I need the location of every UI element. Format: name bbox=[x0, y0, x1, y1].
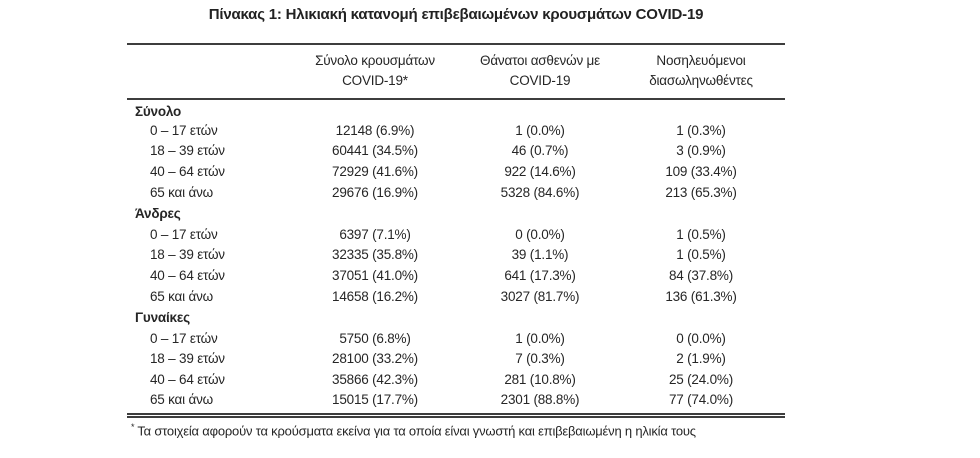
row-label: 65 και άνω bbox=[150, 185, 214, 201]
group-label: Γυναίκες bbox=[135, 309, 190, 325]
row-label: 0 – 17 ετών bbox=[150, 226, 218, 242]
row-label: 40 – 64 ετών bbox=[150, 164, 225, 180]
intubated-cell: 2 (1.9%) bbox=[676, 351, 726, 367]
header-deaths-line1: Θάνατοι ασθενών με bbox=[480, 53, 600, 68]
header-total-cases-line2: COVID-19* bbox=[342, 73, 408, 88]
table-row: 40 – 64 ετών 35866 (42.3%) 281 (10.8%) 2… bbox=[127, 369, 785, 390]
row-label: 40 – 64 ετών bbox=[150, 372, 225, 388]
header-intubated-line2: διασωληνωθέντες bbox=[649, 73, 753, 88]
deaths-cell: 2301 (88.8%) bbox=[500, 392, 580, 408]
intubated-cell: 1 (0.5%) bbox=[676, 226, 726, 242]
header-total-cases: Σύνολο κρουσμάτων COVID-19* bbox=[287, 44, 463, 100]
table-row: 40 – 64 ετών 72929 (41.6%) 922 (14.6%) 1… bbox=[127, 161, 785, 182]
intubated-cell: 25 (24.0%) bbox=[668, 372, 734, 388]
intubated-cell: 77 (74.0%) bbox=[668, 392, 734, 408]
cases-cell: 32335 (35.8%) bbox=[332, 247, 418, 263]
intubated-cell: 84 (37.8%) bbox=[668, 268, 734, 284]
intubated-cell: 136 (61.3%) bbox=[665, 289, 737, 305]
table-bottom-rule bbox=[127, 412, 785, 418]
table-row: 0 – 17 ετών 5750 (6.8%) 1 (0.0%) 0 (0.0%… bbox=[127, 328, 785, 349]
header-row: Σύνολο κρουσμάτων COVID-19* Θάνατοι ασθε… bbox=[127, 44, 785, 100]
header-deaths-line2: COVID-19 bbox=[509, 73, 571, 88]
group-label: Σύνολο bbox=[135, 104, 182, 120]
intubated-cell: 1 (0.5%) bbox=[676, 247, 726, 263]
covid-age-distribution-table: Σύνολο κρουσμάτων COVID-19* Θάνατοι ασθε… bbox=[127, 43, 785, 411]
intubated-cell: 213 (65.3%) bbox=[665, 185, 737, 201]
table-row: 65 και άνω 29676 (16.9%) 5328 (84.6%) 21… bbox=[127, 182, 785, 203]
table-title: Πίνακας 1: Ηλικιακή κατανομή επιβεβαιωμέ… bbox=[208, 6, 704, 23]
cases-cell: 60441 (34.5%) bbox=[332, 143, 418, 159]
deaths-cell: 1 (0.0%) bbox=[515, 122, 565, 138]
cases-cell: 12148 (6.9%) bbox=[335, 122, 415, 138]
table-row: 18 – 39 ετών 60441 (34.5%) 46 (0.7%) 3 (… bbox=[127, 141, 785, 162]
deaths-cell: 0 (0.0%) bbox=[515, 226, 565, 242]
cases-cell: 72929 (41.6%) bbox=[332, 164, 418, 180]
cases-cell: 35866 (42.3%) bbox=[332, 372, 418, 388]
group-header-men: Άνδρες bbox=[127, 203, 785, 224]
group-label: Άνδρες bbox=[135, 205, 181, 221]
footnote: * Τα στοιχεία αφορούν τα κρούσματα εκείνα… bbox=[127, 422, 785, 438]
group-header-total: Σύνολο bbox=[127, 99, 785, 120]
deaths-cell: 281 (10.8%) bbox=[504, 372, 576, 388]
row-label: 0 – 17 ετών bbox=[150, 330, 218, 346]
cases-cell: 37051 (41.0%) bbox=[332, 268, 418, 284]
deaths-cell: 46 (0.7%) bbox=[511, 143, 569, 159]
row-label: 18 – 39 ετών bbox=[150, 351, 225, 367]
row-label: 18 – 39 ετών bbox=[150, 247, 225, 263]
table-row: 65 και άνω 15015 (17.7%) 2301 (88.8%) 77… bbox=[127, 390, 785, 411]
table-row: 40 – 64 ετών 37051 (41.0%) 641 (17.3%) 8… bbox=[127, 265, 785, 286]
table-header: Σύνολο κρουσμάτων COVID-19* Θάνατοι ασθε… bbox=[127, 44, 785, 100]
group-header-women: Γυναίκες bbox=[127, 307, 785, 328]
header-intubated-line1: Νοσηλευόμενοι bbox=[656, 53, 746, 68]
footnote-asterisk: * bbox=[131, 421, 135, 432]
table-body: Σύνολο 0 – 17 ετών 12148 (6.9%) 1 (0.0%)… bbox=[127, 99, 785, 411]
deaths-cell: 5328 (84.6%) bbox=[500, 185, 580, 201]
cases-cell: 6397 (7.1%) bbox=[339, 226, 411, 242]
deaths-cell: 922 (14.6%) bbox=[504, 164, 576, 180]
deaths-cell: 39 (1.1%) bbox=[511, 247, 569, 263]
row-label: 65 και άνω bbox=[150, 392, 214, 408]
intubated-cell: 109 (33.4%) bbox=[665, 164, 737, 180]
intubated-cell: 1 (0.3%) bbox=[676, 122, 726, 138]
deaths-cell: 641 (17.3%) bbox=[504, 268, 576, 284]
header-empty-cell bbox=[127, 44, 287, 100]
deaths-cell: 1 (0.0%) bbox=[515, 330, 565, 346]
cases-cell: 15015 (17.7%) bbox=[332, 392, 418, 408]
row-label: 40 – 64 ετών bbox=[150, 268, 225, 284]
cases-cell: 28100 (33.2%) bbox=[332, 351, 418, 367]
table-row: 65 και άνω 14658 (16.2%) 3027 (81.7%) 13… bbox=[127, 286, 785, 307]
cases-cell: 29676 (16.9%) bbox=[332, 185, 418, 201]
table-row: 18 – 39 ετών 28100 (33.2%) 7 (0.3%) 2 (1… bbox=[127, 349, 785, 370]
deaths-cell: 3027 (81.7%) bbox=[500, 289, 580, 305]
cases-cell: 14658 (16.2%) bbox=[332, 289, 418, 305]
header-total-cases-line1: Σύνολο κρουσμάτων bbox=[315, 53, 435, 68]
intubated-cell: 3 (0.9%) bbox=[676, 143, 726, 159]
row-label: 0 – 17 ετών bbox=[150, 122, 218, 138]
table-row: 0 – 17 ετών 12148 (6.9%) 1 (0.0%) 1 (0.3… bbox=[127, 120, 785, 141]
row-label: 65 και άνω bbox=[150, 289, 214, 305]
row-label: 18 – 39 ετών bbox=[150, 143, 225, 159]
table-row: 18 – 39 ετών 32335 (35.8%) 39 (1.1%) 1 (… bbox=[127, 245, 785, 266]
table-row: 0 – 17 ετών 6397 (7.1%) 0 (0.0%) 1 (0.5%… bbox=[127, 224, 785, 245]
intubated-cell: 0 (0.0%) bbox=[676, 330, 726, 346]
header-intubated: Νοσηλευόμενοι διασωληνωθέντες bbox=[617, 44, 785, 100]
cases-cell: 5750 (6.8%) bbox=[339, 330, 411, 346]
deaths-cell: 7 (0.3%) bbox=[515, 351, 565, 367]
header-deaths: Θάνατοι ασθενών με COVID-19 bbox=[463, 44, 617, 100]
footnote-text: Τα στοιχεία αφορούν τα κρούσματα εκείνα … bbox=[137, 423, 696, 439]
report-page: Πίνακας 1: Ηλικιακή κατανομή επιβεβαιωμέ… bbox=[127, 0, 785, 438]
